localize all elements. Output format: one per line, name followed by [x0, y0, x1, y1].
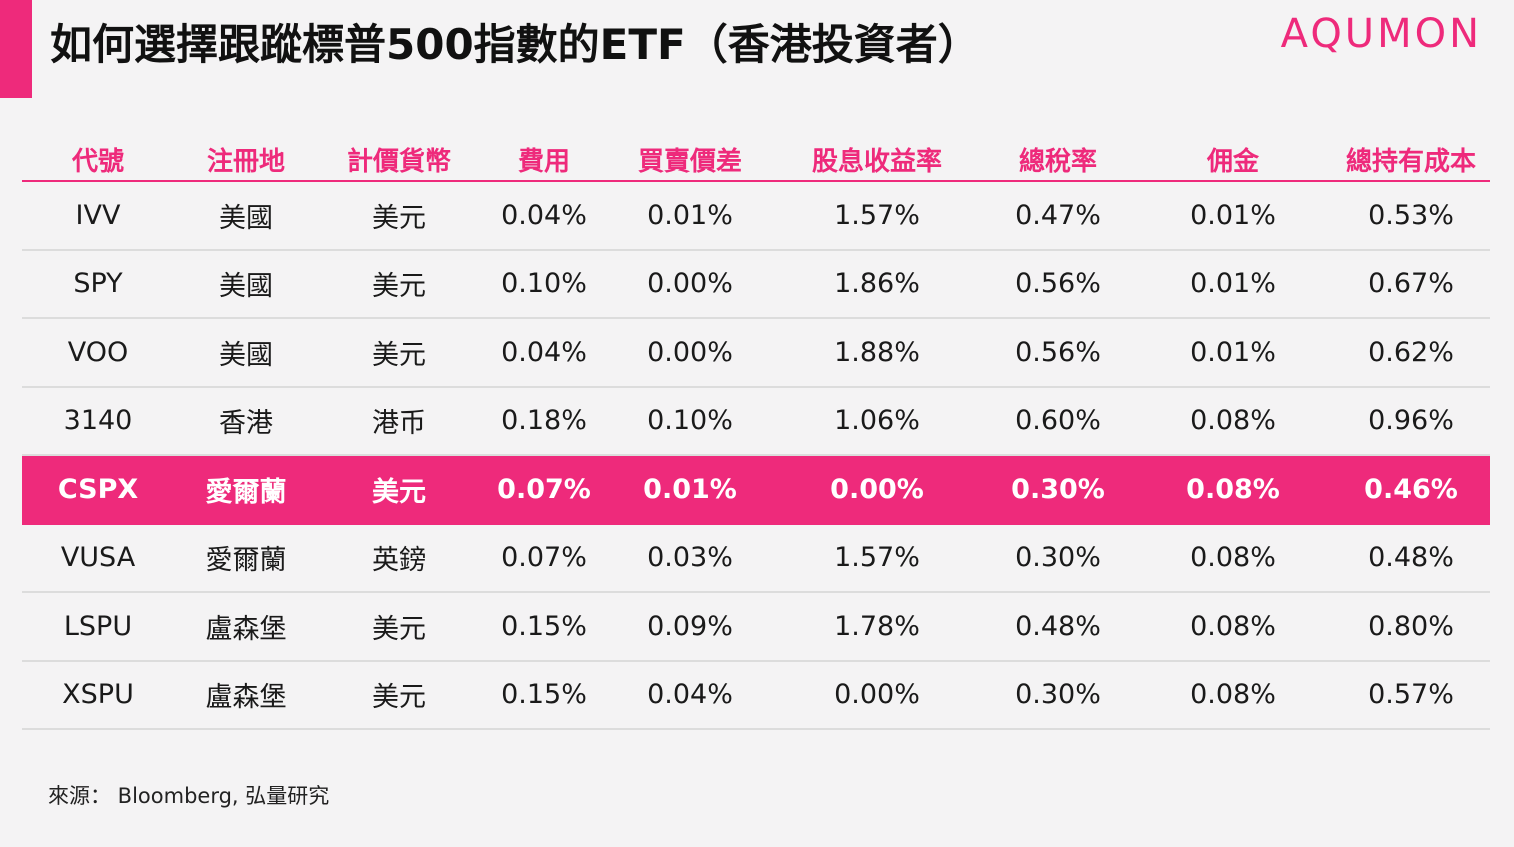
- table-cell: 0.04%: [501, 199, 587, 231]
- table-cell: 1.57%: [834, 199, 920, 231]
- table-cell: XSPU: [62, 679, 134, 711]
- etf-comparison-table: 代號 注冊地 計價貨幣 費用 買賣價差 股息收益率 總稅率 佣金 總持有成本 IVV 美國 美元 0.…: [22, 138, 1490, 730]
- table-cell: 0.15%: [501, 679, 587, 711]
- table-cell: 0.60%: [1015, 405, 1101, 437]
- table-cell: 0.48%: [1015, 610, 1101, 642]
- source-note: 來源： Bloomberg, 弘量研究: [48, 784, 330, 808]
- table-cell: 0.01%: [1190, 336, 1276, 368]
- column-header: 股息收益率: [811, 146, 942, 177]
- table-cell: 0.01%: [1190, 199, 1276, 231]
- table-row: VUSA 愛爾蘭 英鎊 0.07% 0.03% 1.57% 0.30% 0.08% 0.48%: [22, 525, 1490, 593]
- table-cell: 0.01%: [643, 473, 737, 505]
- table-cell: 美國: [219, 339, 273, 371]
- table-cell: 0.96%: [1368, 405, 1454, 437]
- table-cell: 1.78%: [834, 610, 920, 642]
- column-header: 注冊地: [206, 146, 285, 177]
- column-header: 代號: [71, 146, 124, 177]
- table-cell: 0.62%: [1368, 336, 1454, 368]
- table-cell: 0.01%: [1190, 268, 1276, 300]
- table-cell: 盧森堡: [205, 613, 287, 645]
- accent-bar: [0, 0, 32, 98]
- table-cell: 0.57%: [1368, 679, 1454, 711]
- table-cell: 英鎊: [372, 545, 426, 577]
- table-cell: 愛爾蘭: [205, 545, 287, 577]
- table-cell: VOO: [67, 336, 129, 368]
- table-cell: 0.00%: [834, 679, 920, 711]
- table-cell: 0.46%: [1364, 473, 1458, 505]
- table-cell: 0.80%: [1368, 610, 1454, 642]
- table-cell: 0.08%: [1186, 473, 1280, 505]
- table-cell: 0.04%: [647, 679, 733, 711]
- column-header: 總稅率: [1018, 146, 1097, 177]
- table-row: XSPU 盧森堡 美元 0.15% 0.04% 0.00% 0.30% 0.08% 0.57%: [22, 662, 1490, 730]
- table-cell: 美元: [372, 682, 426, 714]
- table-cell: 0.53%: [1368, 199, 1454, 231]
- table-row: LSPU 盧森堡 美元 0.15% 0.09% 1.78% 0.48% 0.08% 0.80%: [22, 593, 1490, 662]
- table-cell: VUSA: [60, 542, 136, 574]
- table-cell: IVV: [75, 199, 121, 231]
- table-cell: 0.07%: [497, 473, 591, 505]
- table-cell: 0.09%: [647, 610, 733, 642]
- table-row: SPY 美國 美元 0.10% 0.00% 1.86% 0.56% 0.01% 0.67%: [22, 251, 1490, 319]
- table-cell: 0.08%: [1190, 405, 1276, 437]
- table-cell: LSPU: [63, 610, 133, 642]
- table-cell: 0.56%: [1015, 268, 1101, 300]
- table-row: 3140 香港 港币 0.18% 0.10% 1.06% 0.60% 0.08% 0.96%: [22, 388, 1490, 456]
- table-cell: 0.10%: [647, 405, 733, 437]
- table-cell: 0.67%: [1368, 268, 1454, 300]
- table-cell: CSPX: [57, 473, 139, 505]
- table-cell: 3140: [63, 405, 133, 437]
- column-header: 費用: [517, 146, 570, 177]
- table-cell: 0.08%: [1190, 679, 1276, 711]
- table-cell: 0.07%: [501, 542, 587, 574]
- table-body: IVV 美國 美元 0.04% 0.01% 1.57% 0.47% 0.01% 0.53% SPY…: [22, 182, 1490, 730]
- table-cell: 1.06%: [834, 405, 920, 437]
- table-cell: SPY: [73, 268, 123, 300]
- table-cell: 愛爾蘭: [205, 476, 287, 508]
- table-cell: 0.00%: [647, 268, 733, 300]
- table-row-highlighted: CSPX 愛爾蘭 美元 0.07% 0.01% 0.00% 0.30% 0.08% 0.46%: [22, 456, 1490, 525]
- table-cell: 港币: [372, 408, 426, 440]
- table-cell: 香港: [219, 408, 273, 440]
- table-cell: 0.08%: [1190, 542, 1276, 574]
- table-cell: 美國: [219, 271, 273, 303]
- table-cell: 美元: [372, 202, 426, 234]
- column-header: 總持有成本: [1345, 146, 1476, 177]
- table-cell: 美元: [372, 476, 426, 508]
- table-cell: 1.86%: [834, 268, 920, 300]
- table-cell: 0.15%: [501, 610, 587, 642]
- table-cell: 0.30%: [1015, 679, 1101, 711]
- table-cell: 1.57%: [834, 542, 920, 574]
- column-header: 買賣價差: [637, 146, 742, 177]
- column-header: 佣金: [1206, 146, 1259, 177]
- table-cell: 0.03%: [647, 542, 733, 574]
- table-cell: 0.08%: [1190, 610, 1276, 642]
- page-title: 如何選擇跟蹤標普500指數的ETF（香港投資者）: [50, 20, 980, 69]
- table-cell: 0.30%: [1011, 473, 1105, 505]
- table-cell: 1.88%: [834, 336, 920, 368]
- table-cell: 0.18%: [501, 405, 587, 437]
- table-cell: 美元: [372, 613, 426, 645]
- table-cell: 0.01%: [647, 199, 733, 231]
- table-cell: 0.00%: [830, 473, 924, 505]
- table-cell: 0.00%: [647, 336, 733, 368]
- table-cell: 美元: [372, 271, 426, 303]
- table-cell: 0.48%: [1368, 542, 1454, 574]
- brand-logo: AQUMON: [1280, 11, 1482, 57]
- table-row: VOO 美國 美元 0.04% 0.00% 1.88% 0.56% 0.01% 0.62%: [22, 319, 1490, 388]
- table-cell: 盧森堡: [205, 682, 287, 714]
- table-cell: 美元: [372, 339, 426, 371]
- page-header: 如何選擇跟蹤標普500指數的ETF（香港投資者） AQUMON: [0, 0, 1514, 100]
- table-cell: 0.47%: [1015, 199, 1101, 231]
- column-header: 計價貨幣: [346, 146, 451, 177]
- table-cell: 0.30%: [1015, 542, 1101, 574]
- table-cell: 0.10%: [501, 268, 587, 300]
- table-cell: 0.56%: [1015, 336, 1101, 368]
- table-cell: 0.04%: [501, 336, 587, 368]
- table-header-row: 代號 注冊地 計價貨幣 費用 買賣價差 股息收益率 總稅率 佣金 總持有成本: [22, 138, 1490, 182]
- table-row: IVV 美國 美元 0.04% 0.01% 1.57% 0.47% 0.01% 0.53%: [22, 182, 1490, 251]
- table-cell: 美國: [219, 202, 273, 234]
